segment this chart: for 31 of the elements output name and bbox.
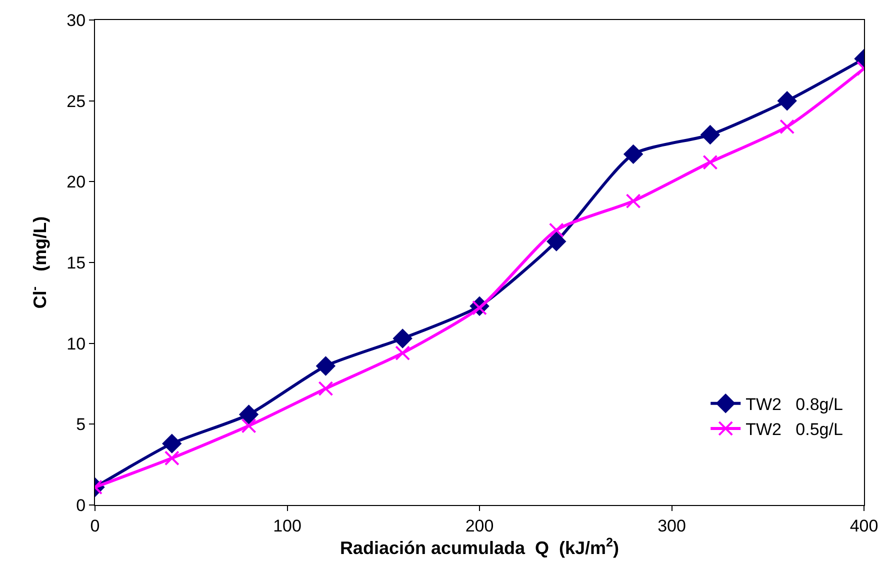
y-tick-label: 30 [66, 10, 86, 30]
y-tick-label: 15 [66, 253, 86, 272]
point [316, 356, 336, 376]
point [393, 329, 412, 348]
point [780, 119, 795, 134]
x-tick-label: 100 [273, 516, 302, 536]
legend-label: TW2 0.5g/L [746, 420, 843, 440]
x-tick-label: 400 [850, 516, 878, 536]
point [548, 222, 564, 238]
point [239, 405, 258, 424]
y-tick-label: 25 [66, 92, 86, 111]
point [162, 434, 182, 454]
point [702, 154, 718, 170]
point [241, 418, 256, 434]
point [164, 450, 180, 466]
point [626, 194, 641, 209]
point [395, 346, 410, 361]
point [624, 144, 643, 164]
x-tick-label: 0 [90, 516, 100, 536]
x-axis-title: Radiación acumulada Q (kJ/m$^{2}$) [340, 535, 620, 558]
point [546, 232, 566, 251]
legend-label: TW2 0.8g/L [746, 394, 843, 414]
x-tick-label: 300 [658, 516, 686, 536]
y-tick-label: 0 [76, 496, 86, 515]
x-tick-label: 200 [465, 516, 494, 536]
y-tick-label: 5 [76, 415, 86, 434]
point [318, 381, 334, 396]
y-tick-label: 10 [66, 334, 86, 354]
y-tick-label: 20 [66, 172, 86, 192]
point [778, 91, 797, 110]
point [700, 125, 720, 144]
